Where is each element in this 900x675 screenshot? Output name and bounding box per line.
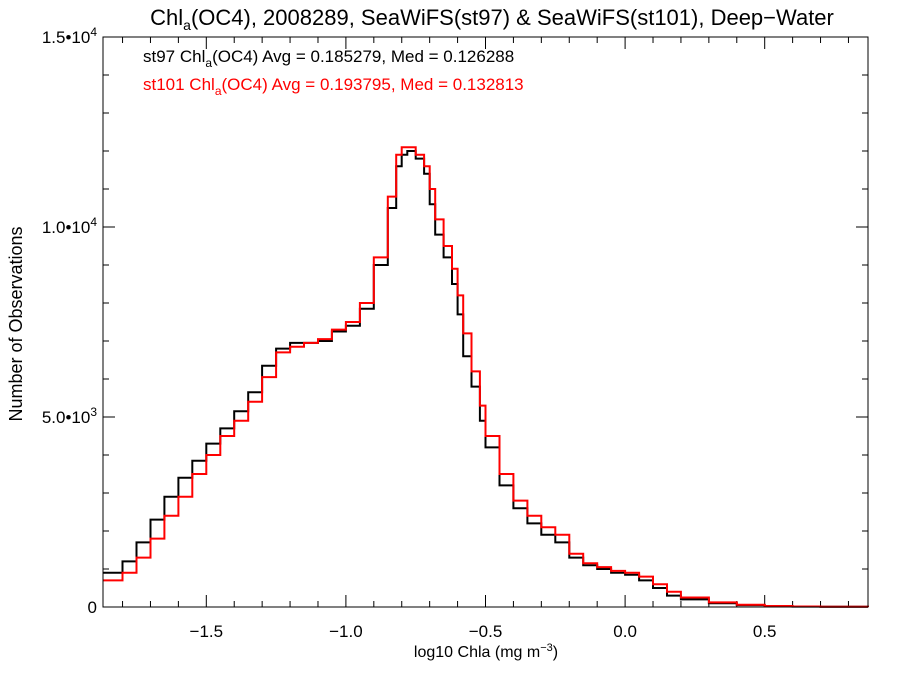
legend-entry-st101: st101 Chla(OC4) Avg = 0.193795, Med = 0.… — [143, 75, 524, 98]
y-axis-label: Number of Observations — [6, 226, 26, 421]
legend: st97 Chla(OC4) Avg = 0.185279, Med = 0.1… — [143, 47, 524, 98]
x-tick-label: −0.5 — [469, 622, 503, 641]
y-tick-label: 0 — [88, 598, 97, 617]
y-tick-label: 5.0•103 — [42, 405, 98, 427]
series-line-st97 — [103, 150, 869, 608]
series-line-st101 — [103, 146, 869, 608]
y-tick-labels: 0 5.0•103 1.0•104 1.5•104 — [42, 25, 98, 617]
x-axis-label: log10 Chla (mg m−3) — [414, 642, 558, 661]
legend-entry-st97: st97 Chla(OC4) Avg = 0.185279, Med = 0.1… — [143, 47, 514, 70]
x-tick-labels: −1.5 −1.0 −0.5 0.0 0.5 — [190, 622, 777, 641]
chart-title: Chla(OC4), 2008289, SeaWiFS(st97) & SeaW… — [150, 5, 834, 33]
plot-frame — [102, 36, 869, 608]
y-tick-label: 1.5•104 — [42, 25, 98, 47]
x-tick-label: −1.5 — [190, 622, 224, 641]
y-tick-label: 1.0•104 — [42, 215, 98, 237]
x-tick-label: −1.0 — [329, 622, 363, 641]
x-tick-label: 0.0 — [613, 622, 637, 641]
series-lines — [103, 146, 869, 608]
x-tick-label: 0.5 — [753, 622, 777, 641]
